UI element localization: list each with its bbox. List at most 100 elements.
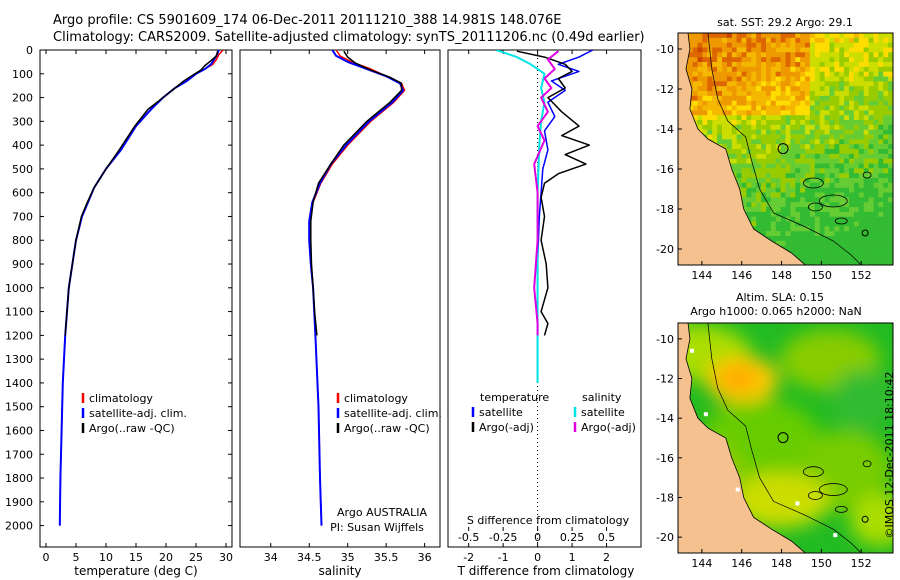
sst-cell: [839, 158, 845, 164]
sst-cell: [805, 120, 811, 126]
sst-cell: [819, 86, 825, 92]
sst-cell: [790, 95, 796, 101]
lat-tick-label: -10: [656, 333, 674, 346]
sst-cell: [731, 129, 737, 135]
sst-cell: [829, 216, 835, 222]
sst-cell: [873, 221, 879, 227]
sst-cell: [819, 173, 825, 179]
sst-cell: [761, 81, 767, 87]
sst-cell: [809, 260, 816, 265]
lat-tick-label: -16: [656, 452, 674, 465]
sst-cell: [697, 115, 703, 121]
sst-cell: [785, 245, 791, 251]
sst-cell: [849, 202, 855, 208]
sst-cell: [814, 260, 820, 265]
sst-cell: [726, 33, 733, 39]
sst-cell: [766, 187, 772, 193]
sst-cell: [873, 168, 879, 174]
sst-cell: [888, 105, 893, 111]
sst-cell: [775, 216, 781, 222]
sst-cell: [829, 110, 835, 116]
sst-cell: [795, 149, 801, 155]
sst-cell: [790, 250, 796, 256]
sst-cell: [849, 192, 855, 198]
sst-cell: [819, 95, 825, 101]
sst-cell: [766, 182, 772, 188]
sst-cell: [873, 134, 879, 140]
sst-cell: [795, 62, 801, 68]
sst-cell: [829, 100, 835, 106]
sst-cell: [790, 202, 796, 208]
sst-cell: [756, 91, 762, 97]
sst-cell: [800, 158, 806, 164]
sst-cell: [790, 52, 796, 58]
sst-cell: [766, 226, 772, 232]
sst-cell: [863, 197, 869, 203]
sst-cell: [785, 124, 791, 130]
sst-cell: [858, 115, 864, 121]
sst-cell: [805, 95, 811, 101]
sst-cell: [780, 197, 786, 203]
sst-cell: [805, 62, 811, 68]
sst-cell: [839, 245, 845, 251]
sst-cell: [726, 91, 733, 97]
sst-cell: [746, 120, 752, 126]
sst-cell: [702, 91, 708, 97]
sst-cell: [800, 245, 806, 251]
depth-tick-label: 1400: [5, 377, 33, 390]
sst-cell: [746, 62, 752, 68]
sst-cell: [829, 33, 835, 39]
x-tick-label: 1: [569, 551, 576, 564]
sst-cell: [819, 57, 825, 63]
sst-cell: [829, 260, 835, 265]
sst-cell: [809, 76, 816, 82]
sst-cell: [756, 163, 762, 169]
sst-cell: [883, 197, 889, 203]
sst-cell: [883, 110, 889, 116]
sst-cell: [819, 66, 825, 72]
sst-cell: [756, 168, 762, 174]
sst-cell: [785, 115, 791, 121]
sst-cell: [790, 105, 796, 111]
sst-cell: [775, 139, 781, 145]
sst-cell: [790, 81, 796, 87]
sst-cell: [775, 187, 781, 193]
sst-cell: [766, 76, 772, 82]
legend-entry: climatology: [344, 392, 408, 405]
sst-cell: [873, 187, 879, 193]
lon-tick-label: 150: [811, 557, 832, 570]
sst-cell: [717, 33, 723, 39]
difference-legend: temperature salinitysatelliteArgo(-adj)sa…: [471, 391, 636, 434]
sst-cell: [834, 110, 840, 116]
sst-cell: [834, 173, 840, 179]
sst-cell: [873, 245, 879, 251]
sst-cell: [809, 255, 816, 261]
sst-cell: [868, 42, 874, 48]
sst-cell: [800, 231, 806, 237]
sst-cell: [839, 66, 845, 72]
sst-cell: [746, 124, 752, 130]
sst-cell: [756, 134, 762, 140]
sst-cell: [873, 255, 879, 261]
sst-cell: [853, 221, 860, 227]
sst-cell: [731, 153, 737, 159]
sst-cell: [736, 81, 742, 87]
sst-cell: [761, 211, 767, 217]
sla-white-point: [795, 501, 800, 506]
sst-cell: [692, 81, 698, 87]
sst-cell: [814, 158, 820, 164]
sst-cell: [741, 202, 747, 208]
sst-cell: [687, 57, 693, 63]
sst-cell: [858, 124, 864, 130]
sst-cell: [824, 134, 830, 140]
sst-cell: [819, 207, 825, 213]
temperature-x-label: temperature (deg C): [74, 564, 197, 578]
sst-cell: [800, 57, 806, 63]
sst-cell: [795, 76, 801, 82]
sst-cell: [849, 124, 855, 130]
sst-cell: [790, 173, 796, 179]
top-tick-label: 0.5: [598, 531, 616, 544]
sst-cell: [751, 76, 757, 82]
lon-tick-label: 146: [731, 557, 752, 570]
t-difference-label: T difference from climatology: [457, 564, 635, 578]
